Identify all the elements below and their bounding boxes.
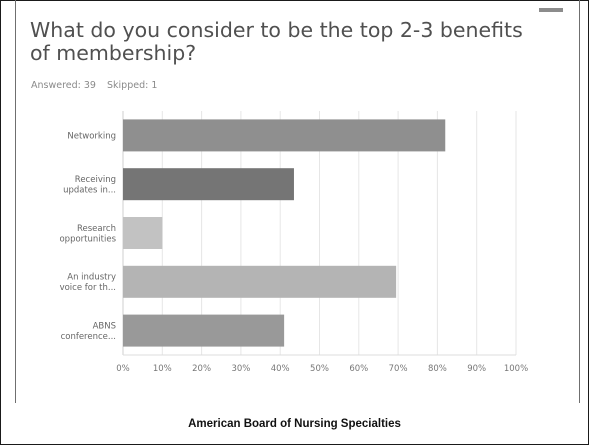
x-tick-label: 20% <box>192 364 211 374</box>
bar <box>123 265 397 298</box>
corner-mark <box>539 8 563 12</box>
x-tick-label: 40% <box>271 364 290 374</box>
x-tick-label: 70% <box>389 364 408 374</box>
x-tick-label: 60% <box>349 364 368 374</box>
x-tick-label: 30% <box>231 364 250 374</box>
x-tick-label: 80% <box>428 364 447 374</box>
question-title: What do you consider to be the top 2-3 b… <box>30 18 523 65</box>
bar <box>123 217 163 249</box>
answered-count: Answered: 39 <box>31 80 96 91</box>
left-rule <box>15 0 16 403</box>
x-tick-label: 0% <box>116 364 130 374</box>
x-tick-label: 100% <box>504 364 528 374</box>
x-tick-label: 90% <box>467 364 486 374</box>
category-label: Receiving <box>75 175 116 185</box>
skipped-count: Skipped: 1 <box>107 80 158 91</box>
response-counts: Answered: 39 Skipped: 1 <box>31 80 165 91</box>
category-label: voice for th... <box>60 283 116 293</box>
category-label: An industry <box>67 273 116 283</box>
bar <box>123 168 294 201</box>
bar <box>123 314 285 347</box>
bar <box>123 119 446 152</box>
footer-text: American Board of Nursing Specialties <box>188 418 401 430</box>
right-rule <box>579 0 580 403</box>
category-label: conference... <box>61 332 116 342</box>
category-label: Research <box>77 224 116 234</box>
category-label: updates in... <box>63 185 116 195</box>
category-label: opportunities <box>59 234 116 244</box>
category-label: Networking <box>67 131 116 141</box>
x-tick-label: 50% <box>310 364 329 374</box>
x-tick-label: 10% <box>153 364 172 374</box>
category-label: ABNS <box>93 321 116 331</box>
